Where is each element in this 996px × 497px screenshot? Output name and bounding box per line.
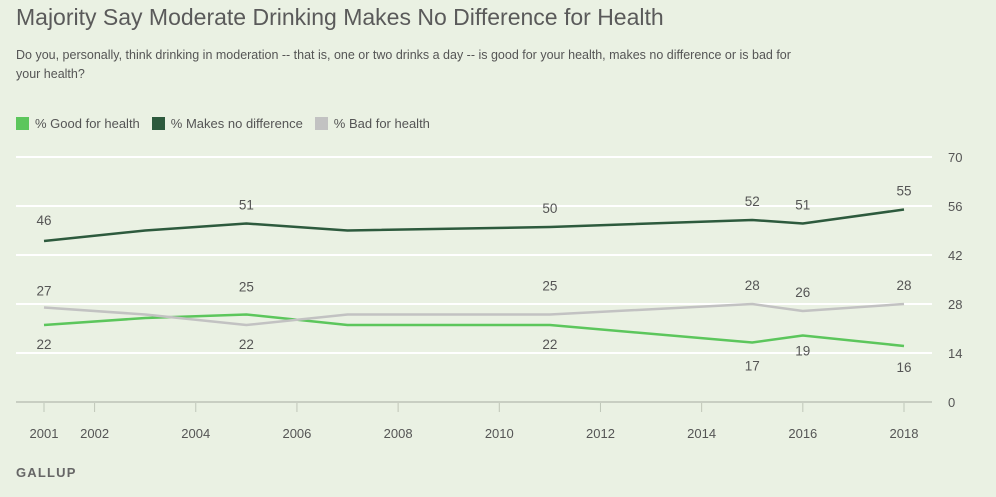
x-tick-label: 2014 [687,426,716,441]
x-tick-label: 2001 [30,426,59,441]
legend-item-good: % Good for health [16,116,140,131]
data-label: 22 [542,337,557,352]
data-label: 46 [36,213,51,228]
data-label: 51 [795,198,810,213]
data-label: 19 [795,344,810,359]
x-tick-label: 2016 [788,426,817,441]
data-label: 52 [745,194,760,209]
data-label: 16 [896,360,911,375]
data-label: 55 [896,184,911,199]
legend-item-bad: % Bad for health [314,116,430,131]
legend-label-no-difference: % Makes no difference [170,116,303,131]
x-tick-label: 2012 [586,426,615,441]
data-label: 22 [36,337,51,352]
x-tick-label: 2006 [282,426,311,441]
legend-item-no-difference: % Makes no difference [151,116,303,131]
data-label: 25 [239,280,254,295]
series-line-1 [43,208,905,243]
chart-title: Majority Say Moderate Drinking Makes No … [16,4,664,30]
data-label: 50 [542,201,557,216]
data-label: 28 [745,278,760,293]
data-label: 51 [239,198,254,213]
y-tick-label: 56 [948,199,962,214]
y-tick-label: 0 [948,395,955,410]
legend-swatch-no-difference [151,117,165,130]
data-label: 17 [745,359,760,374]
data-label: 27 [36,284,51,299]
x-tick-label: 2008 [384,426,413,441]
series-line-2 [43,302,905,327]
y-tick-label: 14 [948,346,962,361]
data-label: 22 [239,337,254,352]
series-line-0 [43,313,905,348]
x-tick-label: 2004 [181,426,210,441]
data-label: 25 [542,279,557,294]
x-tick-label: 2018 [890,426,919,441]
legend-label-bad: % Bad for health [333,116,430,131]
source-label: GALLUP [16,465,77,480]
x-tick-label: 2002 [80,426,109,441]
chart-subtitle: Do you, personally, think drinking in mo… [16,48,791,81]
data-label: 26 [795,285,810,300]
legend-swatch-bad [314,117,328,130]
data-label: 28 [896,278,911,293]
legend: % Good for health % Makes no difference … [16,116,430,131]
y-tick-label: 28 [948,297,962,312]
y-tick-label: 70 [948,150,962,165]
y-tick-label: 42 [948,248,962,263]
legend-swatch-good [16,117,29,130]
x-tick-label: 2010 [485,426,514,441]
legend-label-good: % Good for health [35,116,140,131]
